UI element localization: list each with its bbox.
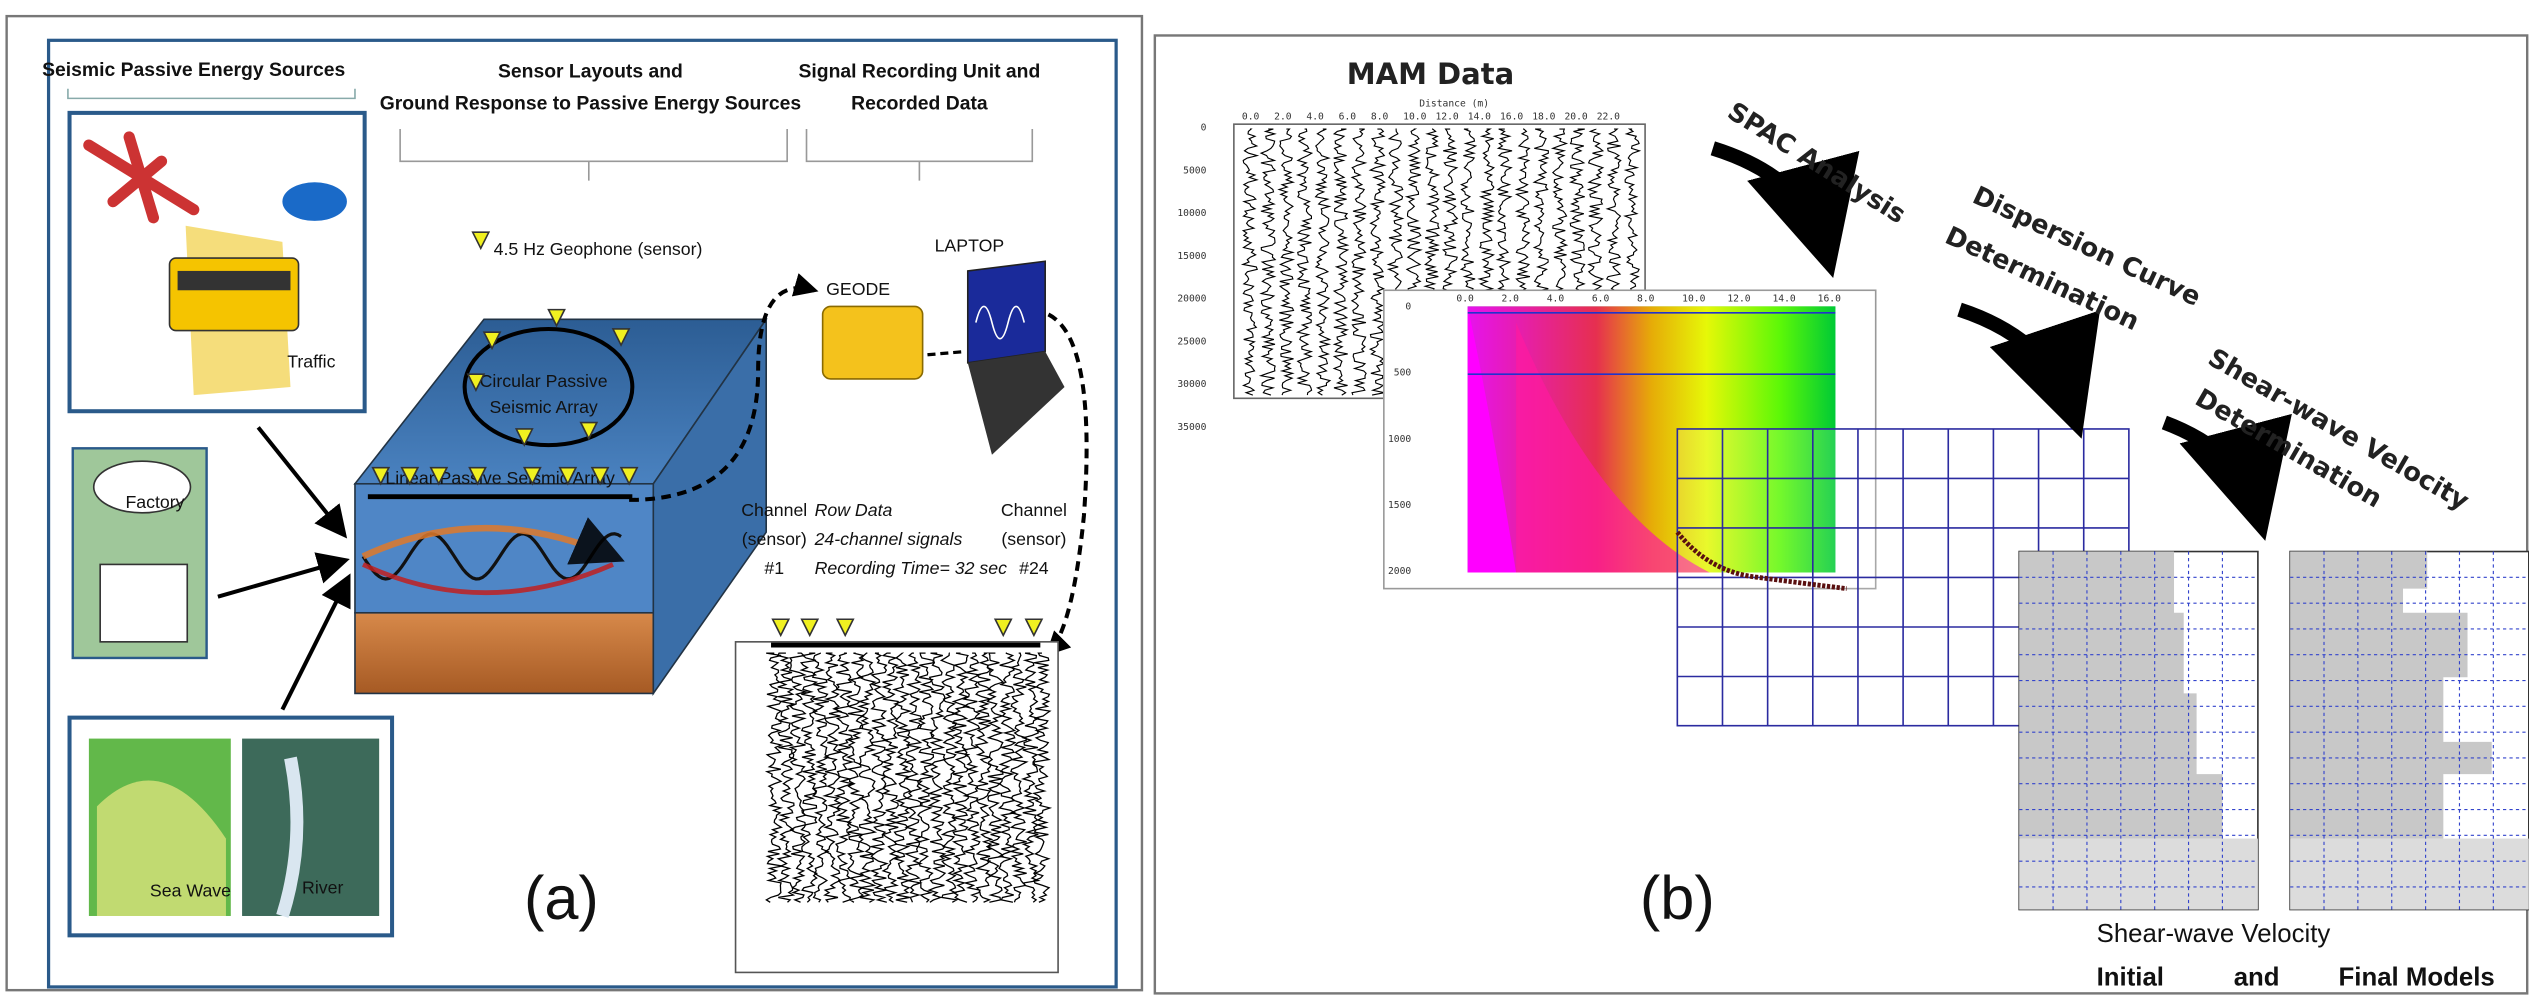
mam-y-tick: 5000 <box>1183 165 1206 176</box>
channel-last: #24 <box>1019 558 1049 578</box>
geode-label: GEODE <box>826 279 890 299</box>
factory-building <box>100 564 187 641</box>
sources-title: Seismic Passive Energy Sources <box>42 59 345 81</box>
raw-data: Row Data <box>815 500 893 520</box>
block-soil <box>355 613 653 694</box>
panel-label: (b) <box>1640 864 1715 932</box>
layout-title: Sensor Layouts and <box>498 60 683 82</box>
mam-x-tick: 16.0 <box>1500 111 1523 122</box>
linear-array-label: Linear Passive Seismic Array <box>385 468 615 488</box>
recording-title: Signal Recording Unit and <box>798 60 1040 82</box>
mam-y-tick: 30000 <box>1177 379 1206 390</box>
river-label: River <box>302 877 343 897</box>
mam-y-tick: 10000 <box>1177 208 1206 219</box>
mam-x-tick: 22.0 <box>1597 111 1620 122</box>
circular-array-label: Circular Passive <box>480 371 608 391</box>
channel-first: #1 <box>764 558 784 578</box>
mam-x-tick: 12.0 <box>1435 111 1458 122</box>
mam-x-tick: 4.0 <box>1306 111 1324 122</box>
mam-x-tick: 18.0 <box>1532 111 1555 122</box>
spac-x-tick: 0.0 <box>1456 294 1474 305</box>
mam-distance-label: Distance (m) <box>1419 98 1489 109</box>
channel-last: Channel <box>1001 500 1067 520</box>
laptop-label: LAPTOP <box>935 236 1005 256</box>
recording-title: Recorded Data <box>851 93 988 115</box>
channel-first: Channel <box>741 500 807 520</box>
spac-x-tick: 8.0 <box>1637 294 1655 305</box>
figure: Seismic Passive Energy Sources Sensor La… <box>0 0 2529 995</box>
models-label: Shear-wave Velocity <box>2097 920 2331 948</box>
models-label: Initial <box>2097 963 2164 991</box>
bus <box>170 258 299 331</box>
spac-y-tick: 1500 <box>1388 500 1411 511</box>
traffic-label: Traffic <box>287 352 335 372</box>
bus-window <box>178 271 291 290</box>
models-label: Final Models <box>2339 963 2495 991</box>
models-label: and <box>2234 963 2280 991</box>
sea-wave-label: Sea Wave <box>150 881 231 901</box>
spac-y-tick: 2000 <box>1388 566 1411 577</box>
spac-x-tick: 16.0 <box>1818 294 1841 305</box>
spac-x-tick: 14.0 <box>1772 294 1795 305</box>
mam-y-tick: 15000 <box>1177 251 1206 262</box>
mam-y-tick: 35000 <box>1177 422 1206 433</box>
mam-x-tick: 10.0 <box>1403 111 1426 122</box>
spac-y-tick: 500 <box>1394 368 1412 379</box>
mam-x-tick: 2.0 <box>1274 111 1292 122</box>
geophone-label: 4.5 Hz Geophone (sensor) <box>494 239 703 259</box>
panel-label: (a) <box>524 864 599 932</box>
spac-x-tick: 10.0 <box>1682 294 1705 305</box>
factory-label: Factory <box>125 492 184 512</box>
layout-title: Ground Response to Passive Energy Source… <box>380 93 801 115</box>
spac-y-tick: 0 <box>1405 302 1411 313</box>
mam-x-tick: 0.0 <box>1242 111 1260 122</box>
spac-x-tick: 6.0 <box>1592 294 1610 305</box>
mam-title: MAM Data <box>1347 57 1514 91</box>
raw-data: 24-channel signals <box>814 529 963 549</box>
spac-x-tick: 12.0 <box>1727 294 1750 305</box>
mam-x-tick: 14.0 <box>1468 111 1491 122</box>
channel-last: (sensor) <box>1001 529 1066 549</box>
mam-y-tick: 0 <box>1201 123 1207 134</box>
geode <box>823 306 923 379</box>
mam-x-tick: 20.0 <box>1564 111 1587 122</box>
raw-data: Recording Time= 32 sec <box>815 558 1008 578</box>
mam-y-tick: 20000 <box>1177 294 1206 305</box>
spac-y-tick: 1000 <box>1388 434 1411 445</box>
mam-x-tick: 6.0 <box>1339 111 1357 122</box>
mam-x-tick: 8.0 <box>1371 111 1389 122</box>
car <box>282 182 347 221</box>
mam-y-tick: 25000 <box>1177 336 1206 347</box>
spac-x-tick: 4.0 <box>1547 294 1565 305</box>
circular-array-label: Seismic Array <box>489 397 597 417</box>
spac-x-tick: 2.0 <box>1502 294 1520 305</box>
channel-first: (sensor) <box>742 529 807 549</box>
